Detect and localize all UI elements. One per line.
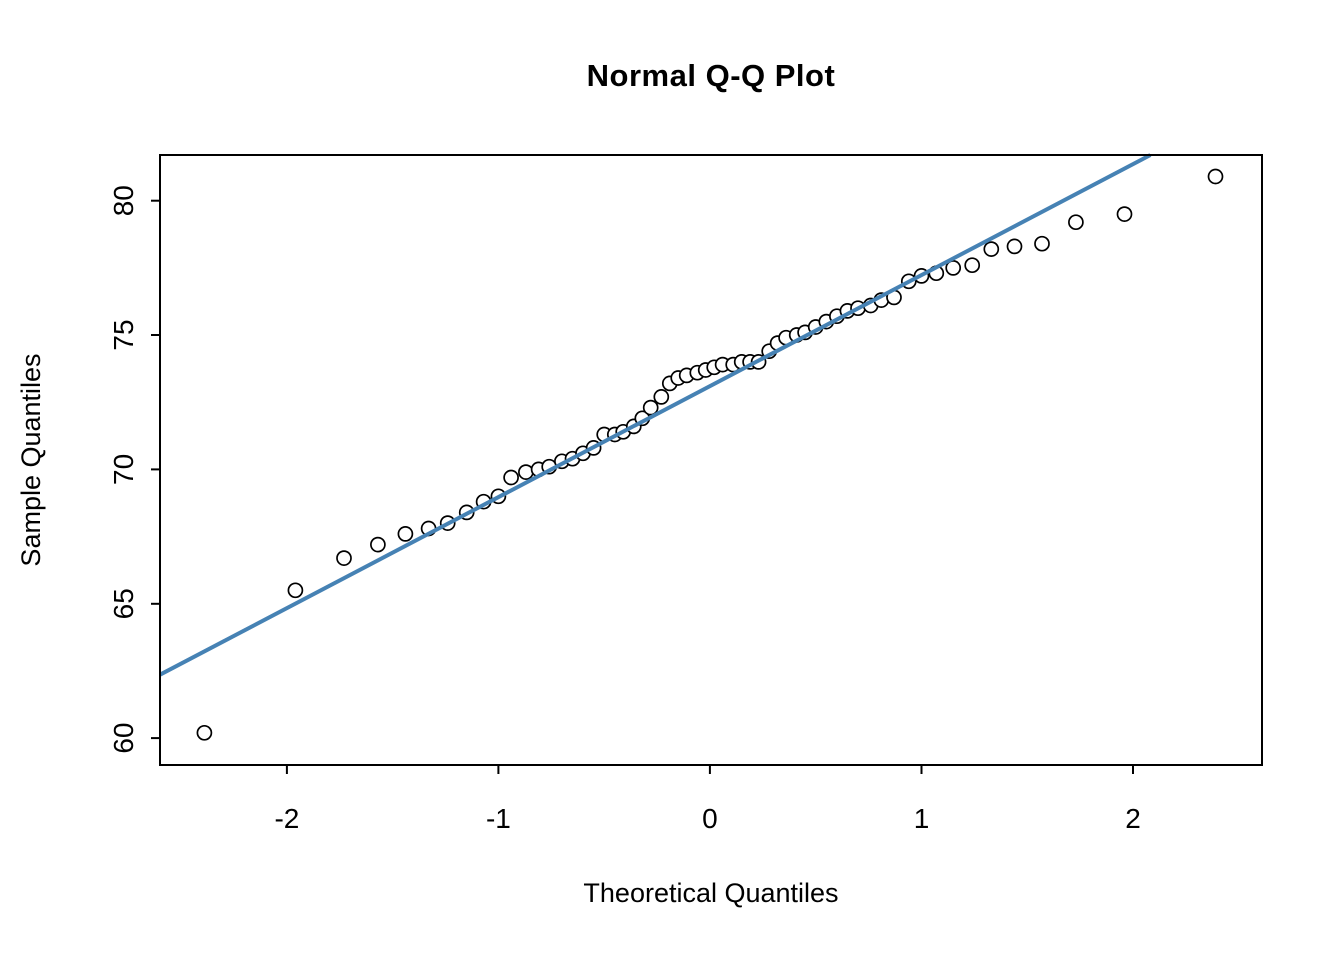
data-point <box>1068 214 1084 231</box>
data-point <box>642 399 659 416</box>
data-point <box>370 536 386 553</box>
y-axis-label: Sample Quantiles <box>16 353 46 567</box>
chart-title: Normal Q-Q Plot <box>586 58 836 93</box>
qq-reference-line <box>159 153 1152 677</box>
data-point <box>503 469 519 486</box>
data-point <box>518 464 534 480</box>
y-tick-label: 80 <box>108 185 139 216</box>
data-point <box>287 582 304 599</box>
plot-box <box>159 154 1263 766</box>
data-point <box>1207 168 1224 185</box>
x-tick-label: 0 <box>702 803 718 834</box>
data-point <box>945 260 962 276</box>
data-point <box>983 241 1000 257</box>
data-point <box>397 526 414 542</box>
data-point <box>336 550 352 566</box>
y-tick-label: 65 <box>108 588 139 619</box>
x-tick-label: 1 <box>914 803 930 834</box>
data-point <box>964 257 981 274</box>
x-tick-label: -1 <box>486 803 511 834</box>
y-tick-label: 75 <box>108 319 139 350</box>
x-tick-label: 2 <box>1125 803 1141 834</box>
data-point <box>653 389 670 405</box>
y-tick-label: 60 <box>108 723 139 754</box>
x-tick-label: -2 <box>274 803 299 834</box>
y-tick-label: 70 <box>108 454 139 485</box>
data-point <box>1006 238 1023 255</box>
x-axis-label: Theoretical Quantiles <box>583 878 839 908</box>
data-point <box>1034 235 1050 252</box>
data-point <box>1116 206 1133 222</box>
data-point <box>196 724 213 741</box>
